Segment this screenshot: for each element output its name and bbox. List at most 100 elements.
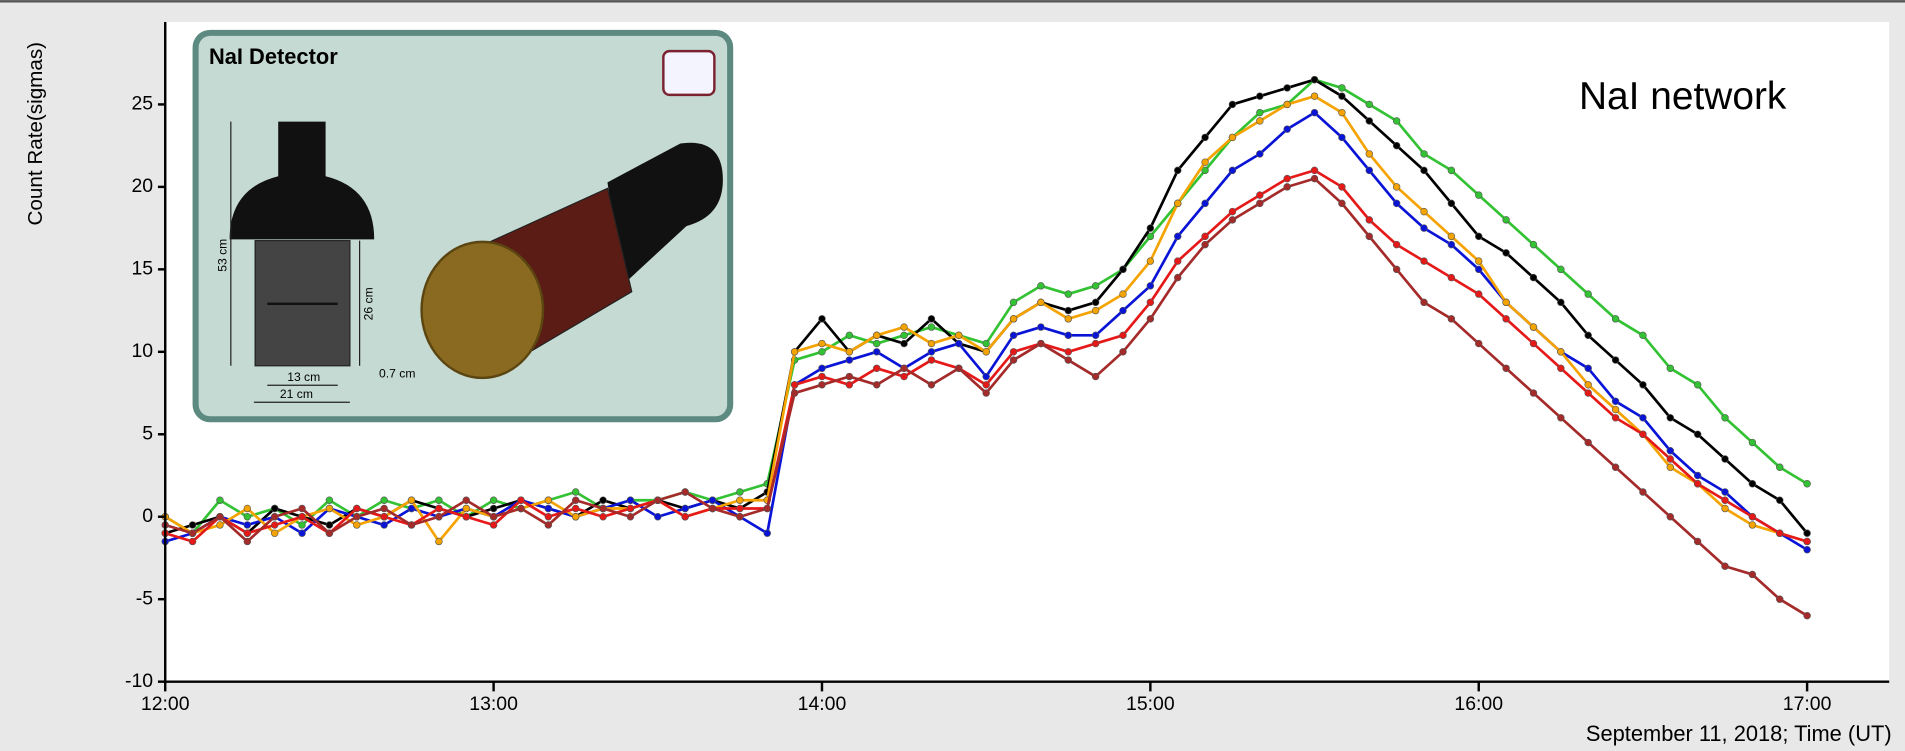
data-point	[627, 505, 634, 512]
data-point	[1065, 291, 1072, 298]
data-point	[1694, 480, 1701, 487]
data-point	[1092, 332, 1099, 339]
data-point	[353, 522, 360, 529]
data-point	[736, 513, 743, 520]
data-point	[1256, 200, 1263, 207]
data-point	[1311, 175, 1318, 182]
y-tick-label: 5	[142, 422, 153, 444]
data-point	[1092, 299, 1099, 306]
data-point	[463, 513, 470, 520]
data-point	[1722, 497, 1729, 504]
data-point	[873, 332, 880, 339]
data-point	[572, 513, 579, 520]
data-point	[1120, 291, 1127, 298]
data-point	[873, 348, 880, 355]
data-point	[1557, 299, 1564, 306]
x-tick-label: 16:00	[1454, 693, 1503, 715]
data-point	[983, 340, 990, 347]
data-point	[1694, 472, 1701, 479]
data-point	[1339, 93, 1346, 100]
data-point	[1421, 258, 1428, 265]
data-point	[1092, 340, 1099, 347]
data-point	[736, 497, 743, 504]
data-point	[1448, 233, 1455, 240]
data-point	[955, 332, 962, 339]
x-tick-label: 15:00	[1126, 693, 1175, 715]
data-point	[1749, 522, 1756, 529]
data-point	[518, 505, 525, 512]
data-point	[1640, 332, 1647, 339]
data-point	[1421, 225, 1428, 232]
data-point	[1804, 538, 1811, 545]
data-point	[1667, 365, 1674, 372]
data-point	[1256, 93, 1263, 100]
data-point	[654, 513, 661, 520]
data-point	[299, 522, 306, 529]
data-point	[1585, 439, 1592, 446]
data-point	[381, 513, 388, 520]
data-point	[1475, 340, 1482, 347]
data-point	[901, 365, 908, 372]
data-point	[1339, 109, 1346, 116]
data-point	[271, 522, 278, 529]
data-point	[1393, 241, 1400, 248]
data-point	[1339, 183, 1346, 190]
data-point	[1229, 101, 1236, 108]
data-point	[1366, 150, 1373, 157]
data-point	[1256, 192, 1263, 199]
data-point	[928, 348, 935, 355]
y-tick-label: 25	[131, 93, 153, 115]
data-point	[819, 381, 826, 388]
data-point	[1202, 200, 1209, 207]
data-point	[1749, 513, 1756, 520]
data-point	[435, 505, 442, 512]
data-point	[1037, 340, 1044, 347]
page: Count Rate(sigmas) September 11, 2018; T…	[0, 0, 1905, 751]
data-point	[1229, 134, 1236, 141]
inset-title: NaI Detector	[209, 44, 338, 69]
data-point	[1120, 348, 1127, 355]
data-point	[764, 530, 771, 537]
data-point	[435, 513, 442, 520]
data-point	[1174, 233, 1181, 240]
data-point	[244, 530, 251, 537]
data-point	[1393, 200, 1400, 207]
data-point	[244, 538, 251, 545]
data-point	[1010, 315, 1017, 322]
data-point	[1612, 315, 1619, 322]
data-point	[955, 365, 962, 372]
data-point	[463, 497, 470, 504]
data-point	[189, 522, 196, 529]
data-point	[1421, 299, 1428, 306]
data-point	[1037, 324, 1044, 331]
data-point	[244, 513, 251, 520]
data-point	[600, 505, 607, 512]
data-point	[873, 365, 880, 372]
data-point	[1366, 233, 1373, 240]
data-point	[408, 522, 415, 529]
data-point	[1448, 200, 1455, 207]
chart-title: NaI network	[1579, 75, 1787, 118]
data-point	[928, 324, 935, 331]
data-point	[1530, 340, 1537, 347]
data-point	[326, 497, 333, 504]
detector-face	[422, 242, 543, 378]
chart: Count Rate(sigmas) September 11, 2018; T…	[0, 0, 1905, 751]
data-point	[1612, 406, 1619, 413]
inset: NaI Detector 53 cm 26 cm 13 cm 21 cm 0.7…	[196, 33, 731, 419]
data-point	[846, 381, 853, 388]
data-point	[1694, 381, 1701, 388]
data-point	[1037, 282, 1044, 289]
y-axis-label: Count Rate(sigmas)	[24, 42, 47, 226]
data-point	[1749, 571, 1756, 578]
data-point	[1174, 258, 1181, 265]
x-tick-label: 14:00	[798, 693, 847, 715]
data-point	[572, 497, 579, 504]
data-point	[1530, 274, 1537, 281]
y-tick-label: 20	[131, 175, 153, 197]
y-tick-label: -10	[125, 670, 153, 692]
data-point	[1776, 530, 1783, 537]
data-point	[1804, 546, 1811, 553]
data-point	[736, 489, 743, 496]
data-point	[1229, 216, 1236, 223]
